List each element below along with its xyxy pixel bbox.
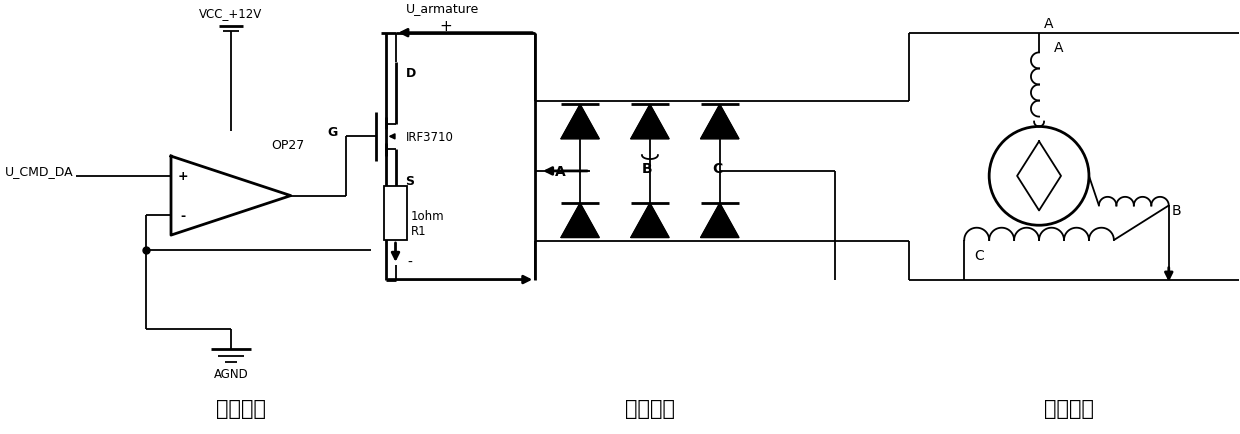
Text: +: + (439, 19, 451, 34)
Text: B: B (1172, 204, 1182, 218)
Polygon shape (701, 204, 739, 238)
Text: A: A (1044, 17, 1054, 31)
Text: G: G (327, 125, 337, 138)
Text: A: A (1054, 41, 1064, 56)
Text: 1ohm: 1ohm (410, 209, 444, 222)
Text: AGND: AGND (213, 367, 248, 380)
Text: C: C (975, 248, 985, 262)
Text: OP27: OP27 (270, 138, 304, 151)
Text: -: - (180, 209, 186, 222)
Text: -: - (408, 255, 413, 269)
Polygon shape (631, 204, 670, 238)
Polygon shape (560, 105, 599, 139)
Text: B: B (642, 161, 652, 175)
Text: D: D (405, 66, 415, 79)
Bar (383, 186, 408, 240)
Text: VCC_+12V: VCC_+12V (200, 7, 263, 20)
Text: C: C (712, 161, 722, 175)
Text: 电子负载: 电子负载 (216, 398, 265, 418)
Text: U_CMD_DA: U_CMD_DA (5, 165, 73, 178)
Text: 整流模块: 整流模块 (625, 398, 675, 418)
Text: R1: R1 (410, 224, 427, 237)
Text: U_armature: U_armature (405, 3, 479, 16)
Polygon shape (631, 105, 670, 139)
Text: 永磁电机: 永磁电机 (1044, 398, 1094, 418)
Polygon shape (701, 105, 739, 139)
Text: IRF3710: IRF3710 (405, 131, 454, 144)
Text: +: + (177, 170, 188, 183)
Text: A: A (556, 164, 565, 178)
Text: S: S (405, 175, 414, 188)
Polygon shape (560, 204, 599, 238)
